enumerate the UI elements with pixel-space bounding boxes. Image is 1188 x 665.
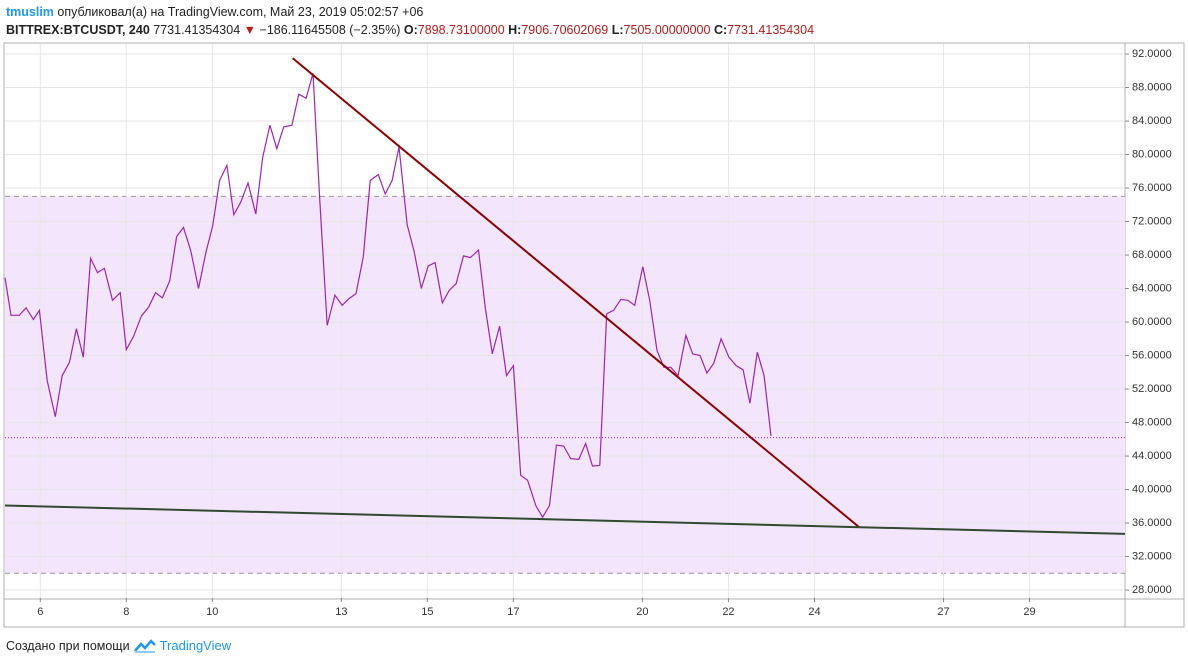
published: опубликовал(а) на TradingView.com, Май 2… (57, 5, 424, 19)
footer-text: Создано при помощи (6, 638, 130, 653)
close: 7731.41354304 (727, 23, 815, 37)
close-label: C: (713, 23, 728, 37)
y-tick-label: 92.0000 (1132, 48, 1172, 60)
y-tick-label: 68.0000 (1132, 249, 1172, 261)
arrow: ▼ (243, 23, 257, 37)
x-tick-label: 27 (937, 606, 949, 618)
y-tick-label: 88.0000 (1132, 81, 1172, 93)
x-tick-label: 15 (421, 606, 433, 618)
logo (133, 638, 156, 653)
high: 7906.70602069 (521, 23, 609, 37)
trend-line (292, 57, 860, 529)
x-tick-label: 29 (1023, 606, 1035, 618)
y-tick-label: 48.0000 (1132, 416, 1172, 428)
header-line-1: tmuslim опубликовал(а) на TradingView.co… (6, 3, 814, 21)
y-tick-label: 40.0000 (1132, 483, 1172, 495)
low: 7505.00000000 (623, 23, 711, 37)
y-tick-label: 72.0000 (1132, 215, 1172, 227)
chart-frame (3, 42, 1185, 628)
x-tick-label: 24 (808, 606, 820, 618)
change: −186.11645508 (−2.35%) (259, 23, 401, 37)
header-line-2: BITTREX:BTCUSDT, 240 7731.41354304 ▼ −18… (6, 21, 814, 39)
trend-line (4, 504, 1126, 535)
band (5, 196, 1125, 574)
footer: Создано при помощи TradingView (6, 638, 231, 653)
footer-brand[interactable]: TradingView (159, 638, 232, 653)
y-tick-label: 80.0000 (1132, 148, 1172, 160)
x-tick-label: 8 (123, 606, 129, 618)
y-tick-label: 36.0000 (1132, 517, 1172, 529)
y-tick-label: 28.0000 (1132, 584, 1172, 596)
low-label: L: (611, 23, 624, 37)
series-line (4, 73, 772, 519)
y-tick-label: 64.0000 (1132, 282, 1172, 294)
open: 7898.73100000 (417, 23, 505, 37)
x-tick-label: 22 (722, 606, 734, 618)
x-tick-label: 10 (206, 606, 218, 618)
symbol: BITTREX:BTCUSDT, 240 (6, 23, 150, 37)
y-tick-label: 76.0000 (1132, 182, 1172, 194)
y-tick-label: 44.0000 (1132, 450, 1172, 462)
y-tick-label: 56.0000 (1132, 349, 1172, 361)
x-tick-label: 13 (335, 606, 347, 618)
x-tick-label: 20 (636, 606, 648, 618)
y-tick-label: 60.0000 (1132, 316, 1172, 328)
y-tick-label: 52.0000 (1132, 383, 1172, 395)
y-tick-label: 84.0000 (1132, 115, 1172, 127)
x-tick-label: 6 (37, 606, 43, 618)
high-label: H: (508, 23, 522, 37)
x-tick-label: 17 (507, 606, 519, 618)
open-label: O: (403, 23, 418, 37)
header: tmuslim опубликовал(а) на TradingView.co… (6, 3, 814, 39)
price: 7731.41354304 (153, 23, 241, 37)
y-tick-label: 32.0000 (1132, 550, 1172, 562)
author[interactable]: tmuslim (6, 5, 54, 19)
